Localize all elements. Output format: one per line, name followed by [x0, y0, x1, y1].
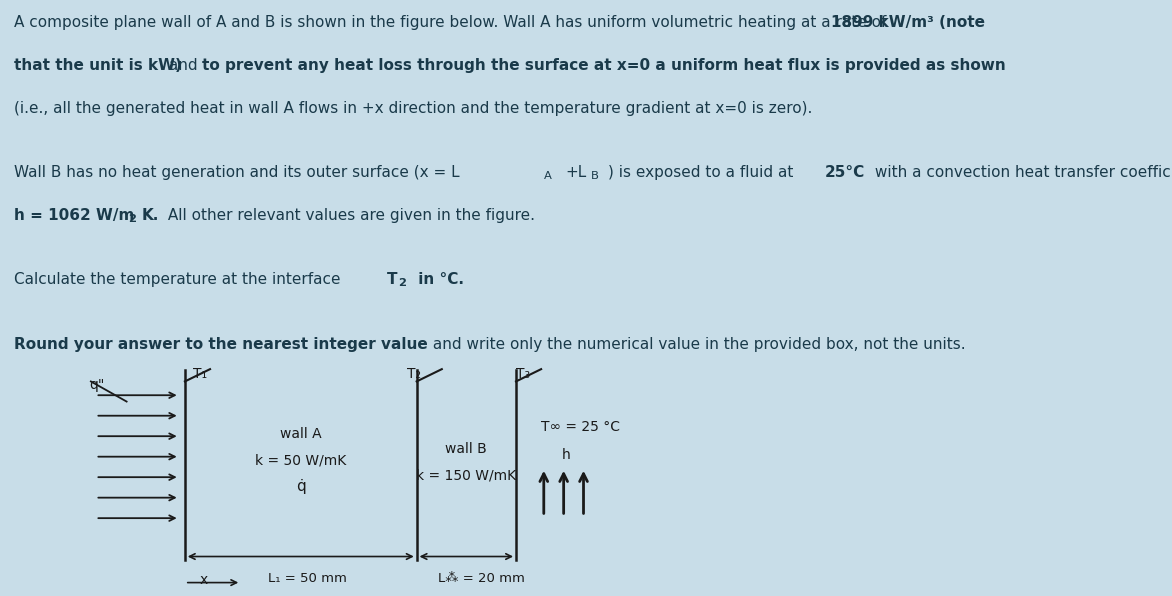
Text: q": q" — [89, 378, 104, 392]
Text: wall B: wall B — [445, 442, 488, 456]
Text: with a convection heat transfer coefficient of: with a convection heat transfer coeffici… — [870, 165, 1172, 180]
Text: T₃: T₃ — [516, 367, 530, 380]
Text: in °C.: in °C. — [413, 272, 464, 287]
Text: T₂: T₂ — [407, 367, 421, 380]
Text: q̇: q̇ — [295, 479, 306, 494]
Text: ) is exposed to a fluid at: ) is exposed to a fluid at — [608, 165, 798, 180]
Text: All other relevant values are given in the figure.: All other relevant values are given in t… — [163, 208, 534, 223]
Text: L₁ = 50 mm: L₁ = 50 mm — [267, 572, 347, 585]
Text: to prevent any heat loss through the surface at x=0 a uniform heat flux is provi: to prevent any heat loss through the sur… — [202, 58, 1006, 73]
Text: Round your answer to the nearest integer value: Round your answer to the nearest integer… — [14, 337, 428, 352]
Text: k = 50 W/mK: k = 50 W/mK — [255, 454, 347, 467]
Text: K.: K. — [142, 208, 159, 223]
Text: B: B — [591, 171, 599, 181]
Text: Calculate the temperature at the interface: Calculate the temperature at the interfa… — [14, 272, 346, 287]
Text: A: A — [544, 171, 552, 181]
Text: h: h — [561, 448, 570, 462]
Text: 2: 2 — [398, 278, 407, 288]
Text: (i.e., all the generated heat in wall A flows in +x direction and the temperatur: (i.e., all the generated heat in wall A … — [14, 101, 812, 116]
Text: +L: +L — [565, 165, 586, 180]
Text: and: and — [164, 58, 203, 73]
Text: that the unit is kW): that the unit is kW) — [14, 58, 182, 73]
Text: T∞ = 25 °C: T∞ = 25 °C — [541, 420, 620, 434]
Text: x: x — [199, 573, 207, 587]
Text: Wall B has no heat generation and its outer surface (x = L: Wall B has no heat generation and its ou… — [14, 165, 459, 180]
Text: 25°C: 25°C — [825, 165, 865, 180]
Text: and write only the numerical value in the provided box, not the units.: and write only the numerical value in th… — [428, 337, 966, 352]
Text: A composite plane wall of A and B is shown in the figure below. Wall A has unifo: A composite plane wall of A and B is sho… — [14, 15, 892, 30]
Text: k = 150 W/mK: k = 150 W/mK — [416, 468, 517, 482]
Text: 1899 kW/m³ (note: 1899 kW/m³ (note — [831, 15, 984, 30]
Text: wall A: wall A — [280, 427, 321, 441]
Text: h = 1062 W/m: h = 1062 W/m — [14, 208, 135, 223]
Text: 2: 2 — [128, 214, 136, 224]
Text: T: T — [387, 272, 397, 287]
Text: T₁: T₁ — [193, 367, 207, 380]
Text: L⁂ = 20 mm: L⁂ = 20 mm — [438, 572, 525, 585]
